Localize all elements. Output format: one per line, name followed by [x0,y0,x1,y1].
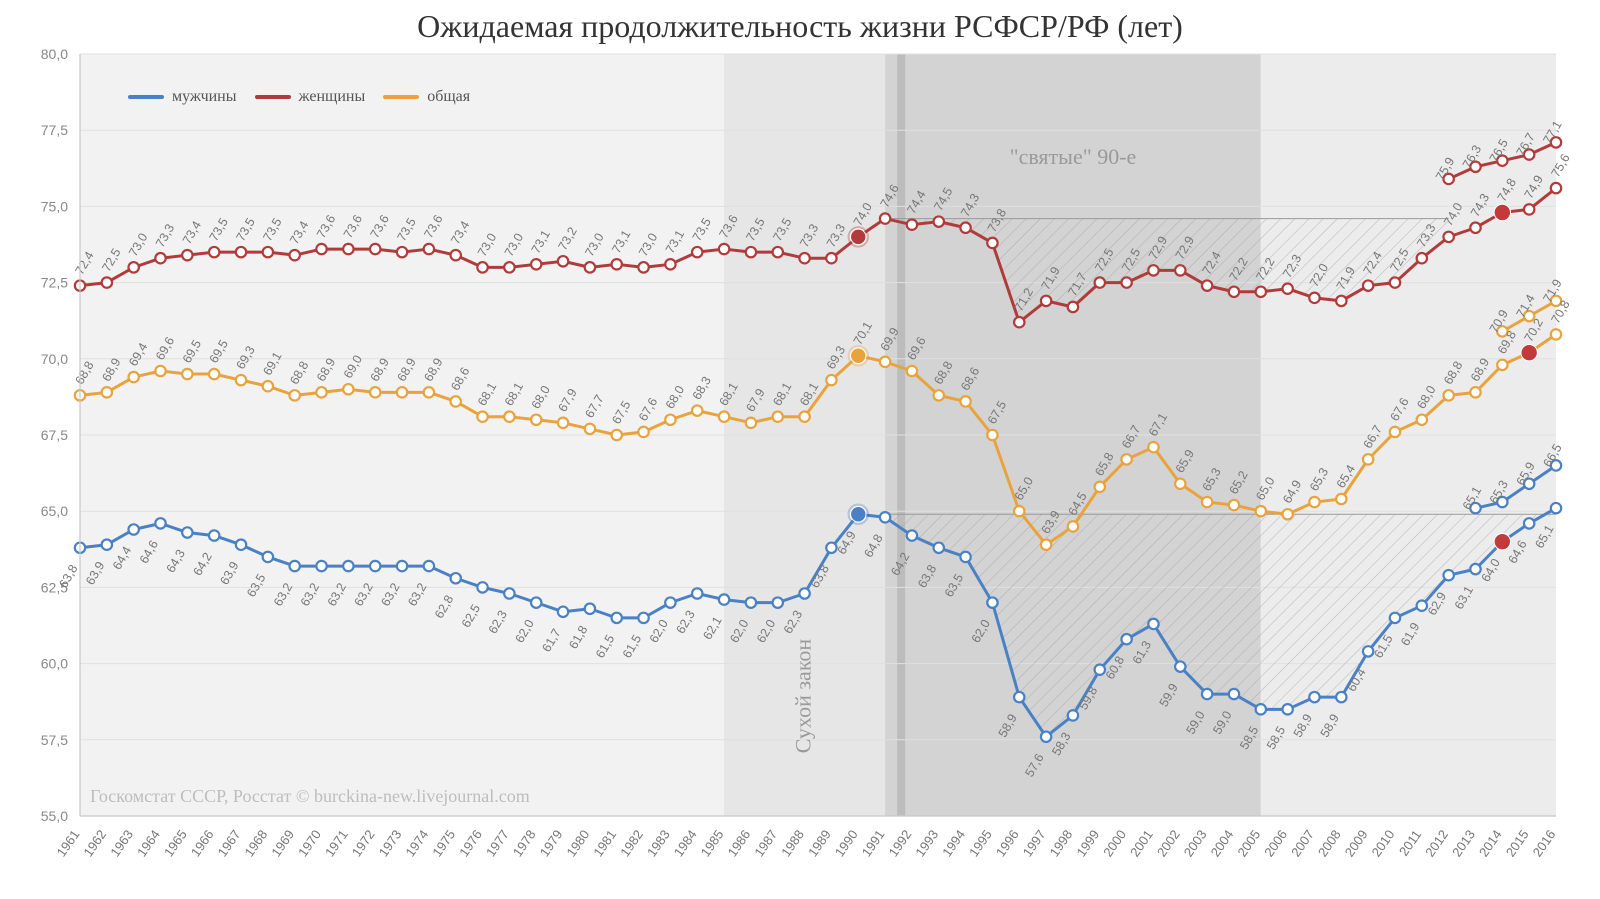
legend-swatch-women [255,95,291,99]
svg-text:2000: 2000 [1100,827,1129,859]
svg-text:1987: 1987 [751,827,780,859]
svg-text:1988: 1988 [778,827,807,859]
svg-text:1973: 1973 [376,827,405,859]
svg-text:2016: 2016 [1530,827,1559,859]
svg-text:1985: 1985 [698,827,727,859]
svg-text:80,0: 80,0 [41,46,68,62]
svg-text:72,5: 72,5 [41,275,68,291]
svg-text:1986: 1986 [724,827,753,859]
legend: мужчины женщины общая [110,88,470,106]
svg-text:1967: 1967 [215,827,244,859]
legend-label-total: общая [427,88,470,105]
svg-text:1974: 1974 [402,827,431,859]
svg-text:2005: 2005 [1234,827,1263,859]
chart-canvas: 55,057,560,062,565,067,570,072,575,077,5… [0,0,1600,899]
svg-text:1979: 1979 [537,827,566,859]
svg-text:2008: 2008 [1315,827,1344,859]
legend-label-men: мужчины [172,88,237,105]
svg-text:1999: 1999 [1073,827,1102,859]
svg-text:1992: 1992 [886,827,915,859]
svg-text:1963: 1963 [107,827,136,859]
svg-text:1995: 1995 [966,827,995,859]
legend-label-women: женщины [299,88,366,105]
svg-text:1998: 1998 [1047,827,1076,859]
legend-swatch-men [128,95,164,99]
svg-text:1993: 1993 [912,827,941,859]
svg-text:75,0: 75,0 [41,198,68,214]
svg-text:60,0: 60,0 [41,656,68,672]
svg-text:1972: 1972 [349,827,378,859]
svg-text:65,0: 65,0 [41,503,68,519]
svg-text:1962: 1962 [80,827,109,859]
svg-text:1997: 1997 [1020,827,1049,859]
svg-text:1968: 1968 [241,827,270,859]
svg-text:1981: 1981 [590,827,619,859]
svg-text:2006: 2006 [1261,827,1290,859]
svg-text:1984: 1984 [671,827,700,859]
svg-text:2007: 2007 [1288,827,1317,859]
svg-text:57,5: 57,5 [41,732,68,748]
svg-text:2013: 2013 [1449,827,1478,859]
source-credit: Госкомстат СССР, Росстат © burckina-new.… [90,786,530,807]
svg-text:1982: 1982 [617,827,646,859]
svg-text:1977: 1977 [483,827,512,859]
svg-text:2003: 2003 [1181,827,1210,859]
svg-text:67,5: 67,5 [41,427,68,443]
svg-text:1964: 1964 [134,827,163,859]
svg-text:1961: 1961 [54,827,83,859]
svg-text:2014: 2014 [1476,827,1505,859]
legend-swatch-total [383,95,419,99]
svg-text:1991: 1991 [859,827,888,859]
svg-text:1966: 1966 [188,827,217,859]
svg-text:1980: 1980 [563,827,592,859]
svg-text:1989: 1989 [805,827,834,859]
svg-text:1969: 1969 [268,827,297,859]
svg-text:1976: 1976 [456,827,485,859]
svg-text:2001: 2001 [1127,827,1156,859]
svg-text:2009: 2009 [1342,827,1371,859]
svg-text:55,0: 55,0 [41,808,68,824]
svg-text:77,5: 77,5 [41,122,68,138]
svg-text:"святые" 90-е: "святые" 90-е [1010,144,1137,169]
svg-text:1978: 1978 [510,827,539,859]
svg-text:1965: 1965 [161,827,190,859]
svg-text:1975: 1975 [429,827,458,859]
svg-text:2002: 2002 [1154,827,1183,859]
svg-text:63,8: 63,8 [56,562,80,590]
svg-text:1996: 1996 [993,827,1022,859]
svg-text:Сухой закон: Сухой закон [791,639,816,754]
svg-text:2011: 2011 [1396,827,1424,859]
svg-text:1990: 1990 [832,827,861,859]
svg-text:1970: 1970 [295,827,324,859]
svg-text:1994: 1994 [939,827,968,859]
svg-text:2010: 2010 [1369,827,1398,859]
svg-text:2004: 2004 [1208,827,1237,859]
svg-text:70,0: 70,0 [41,351,68,367]
svg-text:2012: 2012 [1422,827,1451,859]
svg-text:1971: 1971 [322,827,351,859]
svg-text:1983: 1983 [644,827,673,859]
svg-text:2015: 2015 [1503,827,1532,859]
